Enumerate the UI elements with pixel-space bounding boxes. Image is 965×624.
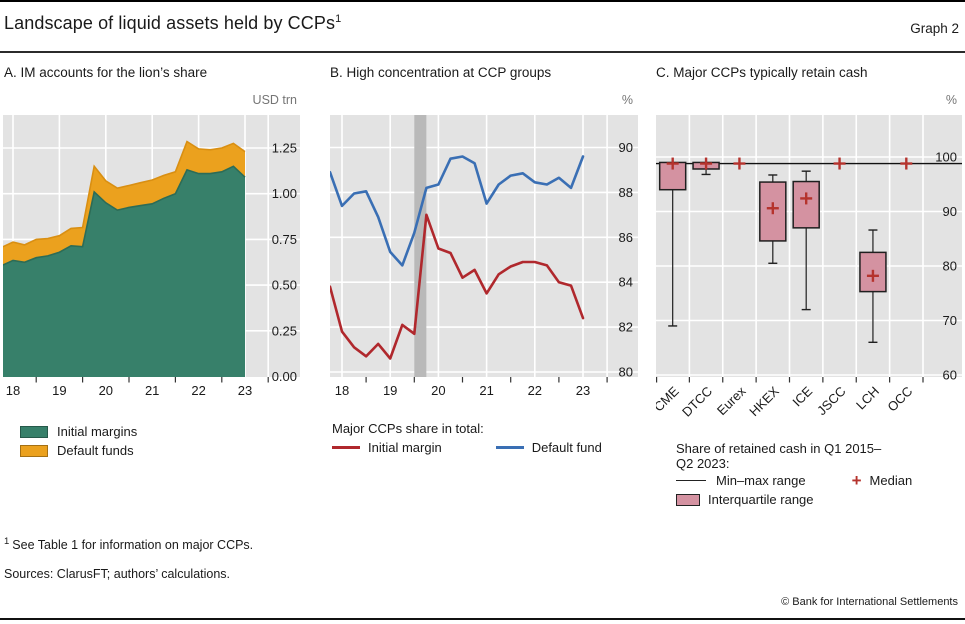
interquartile-range-swatch bbox=[676, 493, 700, 506]
panel-c-legend-heading-line1: Share of retained cash in Q1 2015– bbox=[676, 441, 882, 456]
footnote: 1 See Table 1 for information on major CC… bbox=[4, 536, 253, 552]
svg-text:18: 18 bbox=[335, 383, 349, 398]
svg-text:1.00: 1.00 bbox=[272, 186, 297, 201]
svg-text:23: 23 bbox=[238, 383, 252, 398]
svg-text:82: 82 bbox=[619, 320, 633, 335]
svg-text:20: 20 bbox=[99, 383, 113, 398]
panel-b-unit-label: % bbox=[621, 93, 633, 107]
panel-b-legend: Major CCPs share in total: Initial margi… bbox=[332, 419, 602, 457]
svg-text:88: 88 bbox=[619, 185, 633, 200]
svg-text:22: 22 bbox=[528, 383, 542, 398]
panel-a-stacked-area-chart: 18 19 20 21 22 23 0.00 0.25 0.50 0.75 1.00 1.25 bbox=[3, 115, 300, 398]
svg-text:19: 19 bbox=[52, 383, 66, 398]
svg-text:90: 90 bbox=[943, 204, 957, 219]
svg-text:84: 84 bbox=[619, 275, 633, 290]
footnote-marker: 1 bbox=[4, 536, 10, 547]
panel-a-title: A. IM accounts for the lion’s share bbox=[4, 65, 208, 80]
legend-label: Default fund bbox=[531, 440, 602, 455]
minmax-range-line-swatch bbox=[676, 480, 706, 481]
svg-text:0.50: 0.50 bbox=[272, 278, 297, 293]
initial-margin-line-swatch bbox=[332, 446, 360, 449]
svg-text:80: 80 bbox=[943, 259, 957, 274]
svg-text:LCH: LCH bbox=[853, 384, 882, 413]
legend-item-default-funds: Default funds bbox=[20, 441, 137, 460]
panel-b-legend-items: Initial margin Default fund bbox=[332, 438, 602, 457]
svg-text:0.75: 0.75 bbox=[272, 232, 297, 247]
bottom-border-rule bbox=[0, 618, 965, 620]
svg-text:19: 19 bbox=[383, 383, 397, 398]
svg-text:Eurex: Eurex bbox=[714, 383, 749, 418]
panel-b-line-chart: 18 19 20 21 22 23 80 82 84 86 88 90 bbox=[330, 115, 638, 398]
svg-text:60: 60 bbox=[943, 368, 957, 383]
svg-text:JSCC: JSCC bbox=[814, 384, 849, 419]
median-plus-icon: + bbox=[851, 470, 862, 490]
panel-a-unit-label: USD trn bbox=[252, 93, 297, 107]
svg-text:100: 100 bbox=[935, 150, 957, 165]
title-divider-rule bbox=[0, 51, 965, 53]
panel-c-unit-label: % bbox=[945, 93, 957, 107]
svg-text:DTCC: DTCC bbox=[679, 384, 715, 420]
svg-text:86: 86 bbox=[619, 230, 633, 245]
svg-text:23: 23 bbox=[576, 383, 590, 398]
panel-c-legend: Share of retained cash in Q1 2015– Q2 20… bbox=[676, 441, 962, 509]
panel-a-legend: Initial margins Default funds bbox=[20, 422, 137, 460]
sources-line: Sources: ClarusFT; authors’ calculations… bbox=[4, 567, 231, 581]
copyright-line: © Bank for International Settlements bbox=[781, 596, 958, 608]
graph-number-label: Graph 2 bbox=[910, 21, 959, 36]
svg-text:0.00: 0.00 bbox=[272, 369, 297, 384]
footnote-text: See Table 1 for information on major CCP… bbox=[12, 538, 254, 553]
svg-text:70: 70 bbox=[943, 313, 957, 328]
legend-label: Median bbox=[869, 473, 913, 488]
legend-item-minmax-median: Min–max range + Median bbox=[676, 471, 962, 490]
svg-text:1.25: 1.25 bbox=[272, 141, 297, 156]
default-fund-line-swatch bbox=[495, 446, 524, 449]
svg-text:20: 20 bbox=[431, 383, 445, 398]
panel-b-title: B. High concentration at CCP groups bbox=[330, 65, 552, 80]
svg-text:18: 18 bbox=[6, 383, 20, 398]
panel-c-title: C. Major CCPs typically retain cash bbox=[656, 65, 868, 80]
legend-item-iqr: Interquartile range bbox=[676, 490, 962, 509]
svg-text:21: 21 bbox=[479, 383, 493, 398]
svg-text:0.25: 0.25 bbox=[272, 323, 297, 338]
legend-label: Initial margins bbox=[57, 424, 138, 439]
page-title-text: Landscape of liquid assets held by CCPs bbox=[4, 13, 336, 33]
panel-c-legend-heading-line2: Q2 2023: bbox=[676, 456, 730, 471]
svg-text:22: 22 bbox=[191, 383, 205, 398]
svg-text:21: 21 bbox=[145, 383, 159, 398]
initial-margins-swatch bbox=[20, 425, 48, 438]
svg-text:ICE: ICE bbox=[789, 383, 815, 409]
svg-text:CME: CME bbox=[656, 383, 682, 414]
svg-text:HKEX: HKEX bbox=[746, 383, 782, 419]
legend-item-initial-margins: Initial margins bbox=[20, 422, 137, 441]
legend-label: Default funds bbox=[57, 443, 134, 458]
panel-b-legend-heading: Major CCPs share in total: bbox=[332, 421, 484, 436]
default-funds-swatch bbox=[20, 444, 48, 457]
legend-label: Initial margin bbox=[368, 440, 442, 455]
svg-text:80: 80 bbox=[619, 365, 633, 380]
top-border-rule bbox=[0, 0, 965, 2]
legend-label: Interquartile range bbox=[708, 492, 814, 507]
svg-text:OCC: OCC bbox=[884, 384, 915, 415]
svg-text:90: 90 bbox=[619, 140, 633, 155]
legend-label: Min–max range bbox=[716, 473, 806, 488]
page-title: Landscape of liquid assets held by CCPs1 bbox=[4, 13, 341, 34]
legend-item-median: + Median bbox=[851, 470, 913, 490]
title-footnote-marker: 1 bbox=[335, 13, 342, 25]
